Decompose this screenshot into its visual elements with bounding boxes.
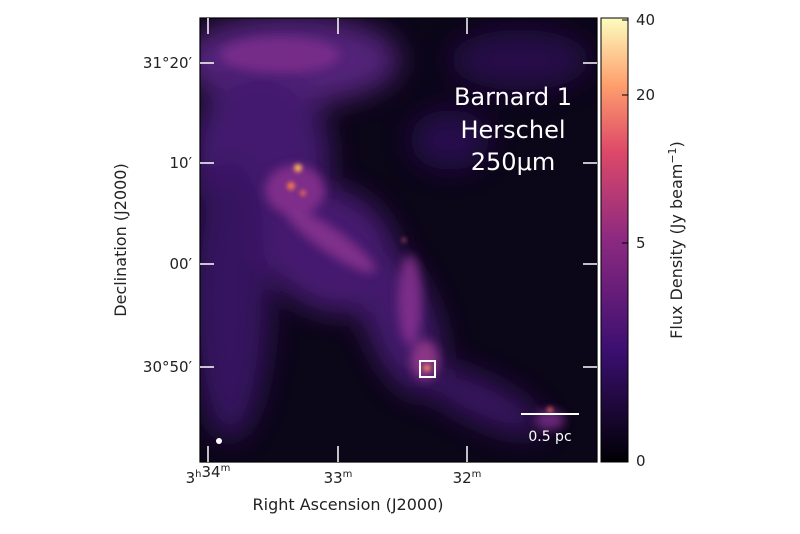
title-sup: −1 — [666, 147, 679, 163]
colorbar-title: Flux Density (Jy beam−1) — [666, 141, 686, 339]
colorbar-tick-label: 0 — [636, 452, 646, 470]
title-part: ) — [667, 141, 686, 147]
image-label: Barnard 1 — [454, 83, 572, 111]
y-tick-label: 10′ — [170, 154, 193, 172]
tick-base: 3 — [186, 469, 196, 487]
x-tick-label: 33m — [324, 469, 353, 487]
image-label: Herschel — [460, 116, 565, 144]
x-axis-title: Right Ascension (J2000) — [253, 495, 444, 514]
tick-sup: m — [221, 463, 231, 474]
tick-sup: m — [343, 469, 353, 480]
colorbar-tick-label: 5 — [636, 234, 646, 252]
x-tick-label: 3h34m — [186, 463, 231, 487]
scale-bar-label: 0.5 pc — [528, 429, 571, 445]
tick-sup: h — [195, 469, 201, 480]
tick-base: 32 — [453, 469, 472, 487]
image-ticks — [200, 18, 597, 462]
y-tick-label: 00′ — [170, 255, 193, 273]
colorbar-tick-label: 20 — [636, 86, 655, 104]
tick-base: 34 — [202, 463, 221, 481]
x-tick-label: 32m — [453, 469, 482, 487]
y-axis-title: Declination (J2000) — [111, 163, 130, 316]
y-tick-label: 31°20′ — [143, 54, 193, 72]
title-part: Flux Density (Jy beam — [667, 164, 686, 339]
tick-sup: m — [472, 469, 482, 480]
image-label: 250μm — [471, 148, 555, 176]
colorbar-tick-label: 40 — [636, 11, 655, 29]
colorbar — [600, 17, 629, 463]
nebula-image — [200, 18, 597, 462]
y-tick-label: 30°50′ — [143, 358, 193, 376]
tick-base: 33 — [324, 469, 343, 487]
